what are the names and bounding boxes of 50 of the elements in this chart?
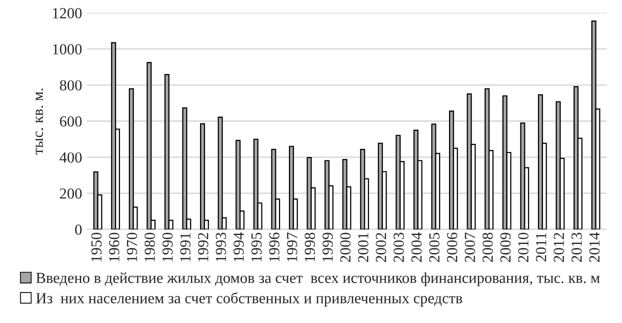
x-tick-label: 2009 bbox=[500, 232, 511, 262]
y-tick-label: 800 bbox=[60, 80, 82, 91]
x-tick-label: 2014 bbox=[589, 232, 600, 262]
x-tick-label: 1991 bbox=[180, 233, 191, 262]
legend-label: Введено в действие жилых домов за счет всех источников финансирования, тыс. кв. м bbox=[36, 272, 600, 286]
bar bbox=[253, 138, 258, 230]
x-tick-label: 1994 bbox=[234, 232, 244, 262]
bar bbox=[128, 88, 134, 230]
x-tick-label: 1993 bbox=[216, 232, 226, 262]
x-tick-label: 1997 bbox=[286, 232, 298, 262]
bar bbox=[236, 140, 241, 230]
y-axis-title: тыс. кв. м. bbox=[36, 88, 44, 154]
x-tick-label: 2000 bbox=[340, 232, 351, 262]
legend-label: Из них населением за счет собственных и привлеченных средств bbox=[36, 292, 462, 306]
x-tick-label: 2001 bbox=[358, 233, 368, 262]
bar bbox=[200, 123, 206, 230]
x-tick-label: 1970 bbox=[126, 232, 138, 262]
x-tick-label: 1996 bbox=[269, 232, 280, 262]
x-tick-label: 2007 bbox=[464, 232, 476, 262]
x-tick-label: 1998 bbox=[304, 232, 316, 262]
x-tick-label: 2003 bbox=[394, 232, 404, 262]
bar bbox=[271, 148, 276, 230]
x-tick-label: 1995 bbox=[251, 232, 262, 262]
x-tick-label: 2013 bbox=[572, 232, 582, 262]
x-tick-label: 1990 bbox=[162, 232, 173, 262]
x-tick-label: 2010 bbox=[518, 232, 528, 262]
bar bbox=[182, 107, 188, 230]
bar bbox=[556, 101, 561, 230]
x-tick-label: 1992 bbox=[198, 232, 208, 262]
y-tick-label: 400 bbox=[60, 152, 82, 163]
x-tick-label: 1980 bbox=[144, 232, 155, 262]
bar bbox=[218, 116, 223, 230]
bar bbox=[164, 74, 170, 230]
bar bbox=[146, 62, 152, 230]
y-tick-label: 0 bbox=[75, 224, 82, 235]
x-tick-label: 2011 bbox=[536, 233, 546, 262]
y-tick-label: 1200 bbox=[53, 8, 82, 18]
x-tick-label: 2006 bbox=[447, 232, 458, 262]
x-tick-label: 2008 bbox=[482, 232, 493, 262]
x-tick-label: 1950 bbox=[91, 232, 102, 262]
y-tick-label: 1000 bbox=[53, 44, 82, 54]
y-tick-label: 600 bbox=[60, 116, 82, 127]
x-tick-label: 2005 bbox=[429, 232, 440, 262]
x-tick-label: 1960 bbox=[109, 232, 120, 262]
x-tick-label: 2004 bbox=[411, 232, 422, 262]
bar bbox=[288, 146, 294, 230]
x-tick-label: 2012 bbox=[554, 232, 564, 262]
y-tick-label: 200 bbox=[60, 188, 82, 199]
x-tick-label: 1999 bbox=[322, 232, 333, 262]
x-tick-label: 2002 bbox=[376, 232, 386, 262]
